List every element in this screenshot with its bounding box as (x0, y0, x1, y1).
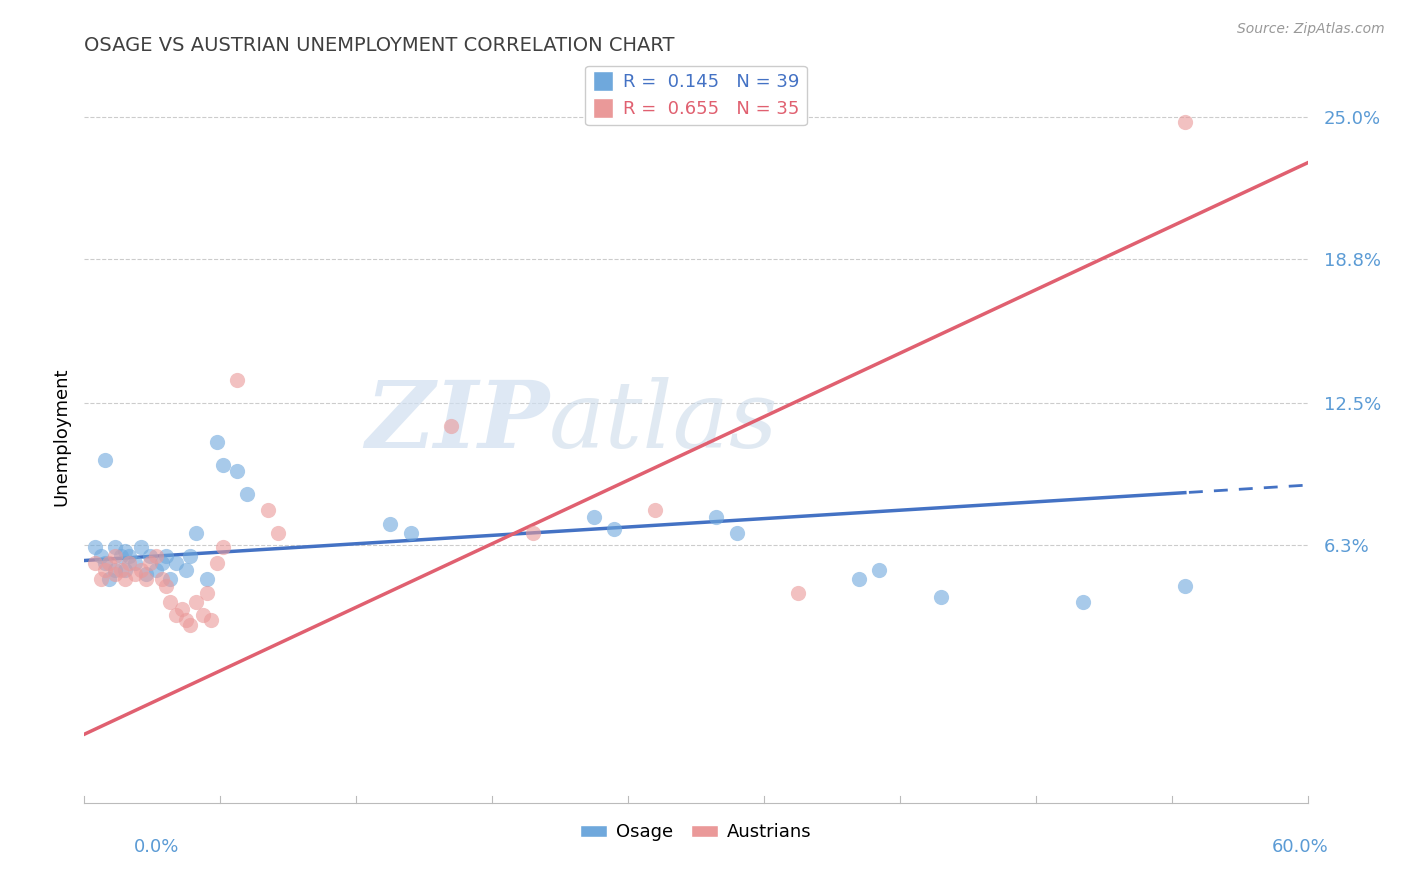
Point (195, 585, 218, 599)
Point (603, 521, 626, 535)
Point (267, 526, 290, 541)
Point (150, 572, 173, 586)
Point (104, 549, 127, 563)
Point (124, 556, 146, 570)
Point (155, 549, 177, 563)
Legend: Osage, Austrians: Osage, Austrians (572, 816, 820, 848)
Point (104, 567, 127, 582)
Point (1174, 114, 1197, 128)
Point (97, 556, 120, 570)
Point (380, 516, 402, 531)
Point (155, 579, 177, 593)
Point (929, 590, 952, 604)
Point (97, 572, 120, 586)
Point (124, 567, 146, 582)
Point (236, 487, 259, 501)
Point (93, 563, 115, 577)
Point (93, 453, 115, 467)
Point (174, 563, 197, 577)
Point (186, 594, 208, 608)
Point (104, 540, 127, 554)
Point (93, 556, 115, 570)
Point (145, 563, 167, 577)
Point (644, 503, 666, 517)
Point (195, 572, 218, 586)
Text: ZIP: ZIP (366, 377, 550, 467)
Point (200, 613, 222, 627)
Point (186, 526, 208, 541)
Point (145, 549, 167, 563)
Point (848, 572, 870, 586)
Point (118, 549, 141, 563)
Point (114, 563, 136, 577)
Point (179, 617, 201, 632)
Point (110, 563, 132, 577)
Point (104, 563, 127, 577)
Text: Source: ZipAtlas.com: Source: ZipAtlas.com (1237, 22, 1385, 37)
Point (83, 556, 105, 570)
Text: OSAGE VS AUSTRIAN UNEMPLOYMENT CORRELATION CHART: OSAGE VS AUSTRIAN UNEMPLOYMENT CORRELATI… (84, 36, 675, 54)
Point (138, 549, 160, 563)
Point (165, 608, 187, 623)
Point (131, 563, 153, 577)
Text: 0.0%: 0.0% (134, 838, 179, 856)
Point (212, 458, 235, 472)
Point (131, 540, 153, 554)
Point (159, 594, 181, 608)
Point (787, 585, 810, 599)
Point (179, 549, 201, 563)
Point (725, 526, 748, 541)
Text: 60.0%: 60.0% (1272, 838, 1329, 856)
Point (191, 608, 214, 623)
Point (205, 434, 228, 449)
Point (110, 549, 132, 563)
Point (118, 556, 141, 570)
Point (226, 464, 249, 478)
Point (172, 601, 194, 615)
Point (114, 572, 136, 586)
Point (706, 510, 728, 524)
Point (440, 418, 463, 433)
Point (205, 556, 228, 570)
Point (135, 567, 157, 582)
Point (399, 526, 422, 541)
Y-axis label: Unemployment: Unemployment (52, 368, 70, 507)
Point (159, 572, 181, 586)
Point (212, 540, 235, 554)
Point (257, 503, 280, 517)
Point (138, 556, 160, 570)
Point (174, 613, 197, 627)
Point (522, 526, 544, 541)
Point (869, 563, 891, 577)
Text: atlas: atlas (550, 377, 779, 467)
Point (583, 510, 606, 524)
Point (165, 556, 187, 570)
Point (150, 556, 173, 570)
Point (114, 544, 136, 558)
Point (226, 373, 249, 387)
Point (90, 572, 112, 586)
Point (1073, 594, 1095, 608)
Point (90, 549, 112, 563)
Point (83, 540, 105, 554)
Point (135, 572, 157, 586)
Point (1174, 579, 1197, 593)
